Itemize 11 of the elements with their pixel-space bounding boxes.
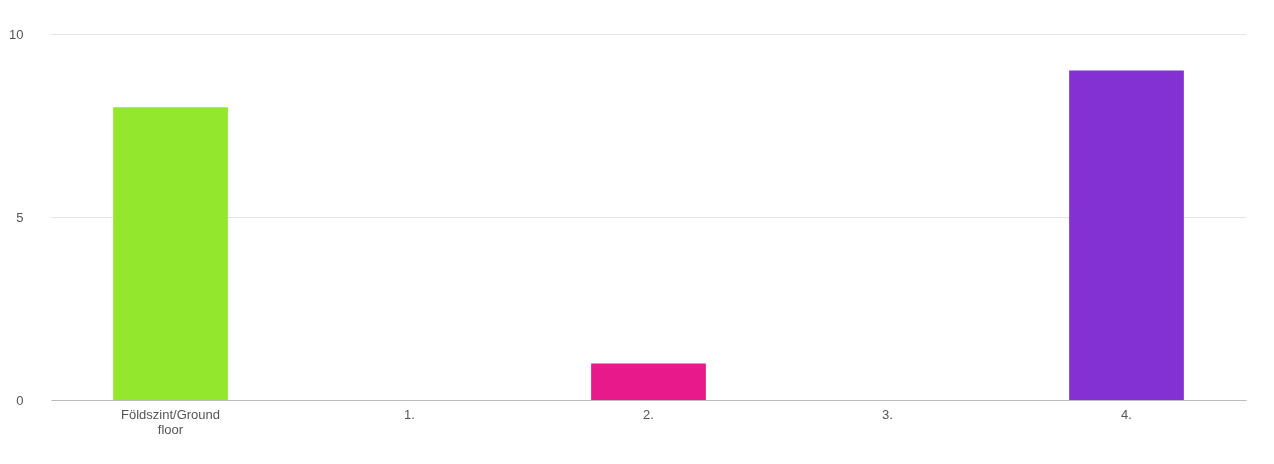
- bar: [591, 363, 706, 400]
- y-tick-label: 0: [16, 392, 24, 408]
- x-tick-label: 2.: [643, 406, 654, 422]
- y-tick-label: 10: [9, 26, 24, 42]
- x-tick-label: 3.: [882, 406, 893, 422]
- y-tick-label: 5: [16, 209, 24, 225]
- bar: [113, 107, 228, 400]
- x-tick-label: Földszint/Ground floor: [121, 406, 220, 437]
- bar: [1069, 70, 1184, 400]
- x-tick-label: 1.: [404, 406, 415, 422]
- x-tick-label: 4.: [1121, 406, 1132, 422]
